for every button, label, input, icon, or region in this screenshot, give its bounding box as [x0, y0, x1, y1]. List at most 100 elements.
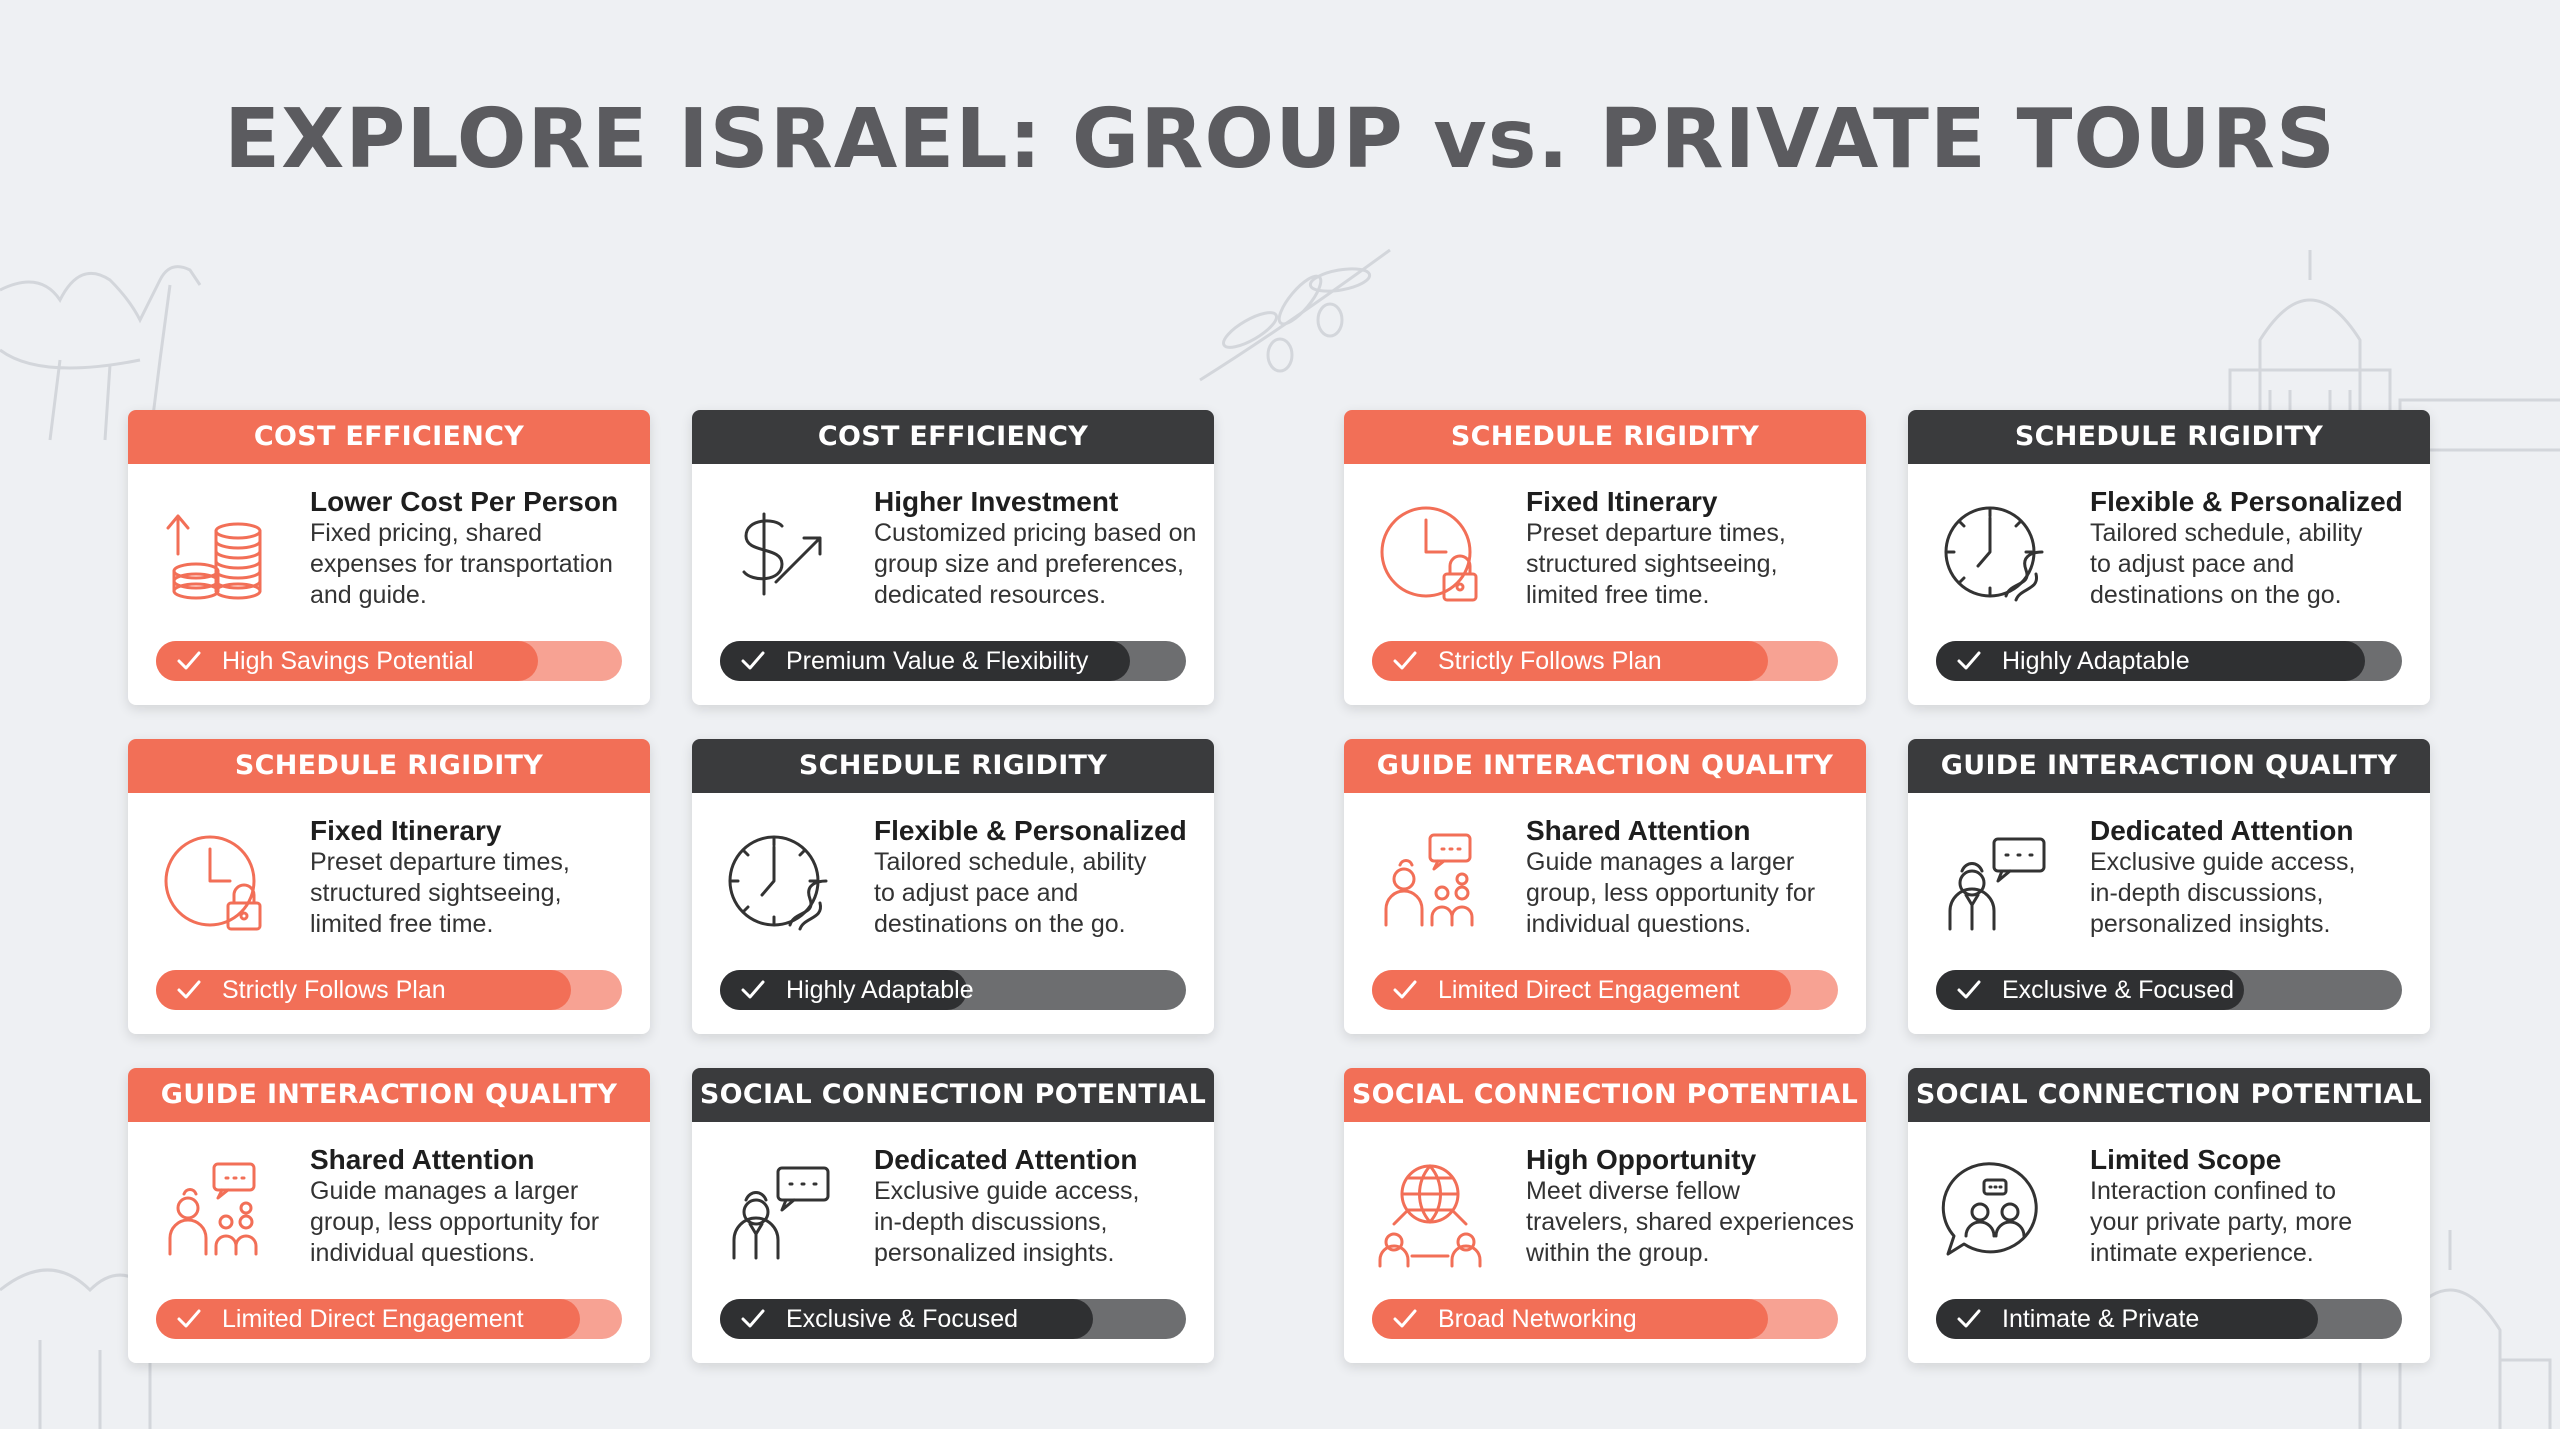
card-category-header: COST EFFICIENCY: [128, 410, 650, 464]
card-heading: Dedicated Attention: [874, 1144, 1138, 1175]
rating-bar-label: Strictly Follows Plan: [222, 976, 446, 1004]
rating-bar-label: Limited Direct Engagement: [1438, 976, 1740, 1004]
private-tour-card: SCHEDULE RIGIDITY Flexible & Personalize…: [1908, 410, 2430, 705]
rating-bar-fill: [156, 641, 539, 681]
card-description: Tailored schedule, ability to adjust pac…: [874, 848, 1147, 938]
card-category-header: SCHEDULE RIGIDITY: [692, 739, 1214, 793]
rating-bar-fill: [1372, 970, 1792, 1010]
clock-road-icon: [1936, 496, 2052, 612]
rating-bar: Exclusive & Focused: [720, 1299, 1186, 1339]
card-category-header: SCHEDULE RIGIDITY: [1344, 410, 1866, 464]
card-description: Meet diverse fellow travelers, shared ex…: [1526, 1177, 1854, 1267]
rating-bar: Exclusive & Focused: [1936, 970, 2402, 1010]
guide-group-icon: [156, 1154, 272, 1270]
card-description: Fixed pricing, shared expenses for trans…: [310, 519, 613, 609]
checkmark-icon: [1392, 1307, 1418, 1331]
card-category-header: GUIDE INTERACTION QUALITY: [128, 1068, 650, 1122]
rating-bar: Broad Networking: [1372, 1299, 1838, 1339]
rating-bar-fill: [1936, 641, 2365, 681]
card-heading: Flexible & Personalized: [874, 815, 1187, 846]
rating-bar-fill: [1372, 1299, 1769, 1339]
checkmark-icon: [176, 1307, 202, 1331]
card-category-header: SOCIAL CONNECTION POTENTIAL: [692, 1068, 1214, 1122]
checkmark-icon: [1956, 649, 1982, 673]
card-text: Flexible & Personalized Tailored schedul…: [874, 815, 1210, 940]
rating-bar-label: High Savings Potential: [222, 647, 474, 675]
card-description: Interaction confined to your private par…: [2090, 1177, 2353, 1267]
card-description: Exclusive guide access, in-depth discuss…: [874, 1177, 1140, 1267]
rating-bar: Limited Direct Engagement: [156, 1299, 622, 1339]
guide-chat-icon: [1936, 825, 2052, 941]
card-category-header: SOCIAL CONNECTION POTENTIAL: [1344, 1068, 1866, 1122]
rating-bar-fill: [720, 1299, 1093, 1339]
card-text: Dedicated Attention Exclusive guide acce…: [874, 1144, 1210, 1269]
card-text: High Opportunity Meet diverse fellow tra…: [1526, 1144, 1862, 1269]
card-heading: Fixed Itinerary: [310, 815, 502, 846]
checkmark-icon: [176, 649, 202, 673]
card-description: Customized pricing based on group size a…: [874, 519, 1197, 609]
rating-bar-label: Highly Adaptable: [2002, 647, 2190, 675]
card-heading: Dedicated Attention: [2090, 815, 2354, 846]
group-tour-card: GUIDE INTERACTION QUALITY Shared Attenti…: [1344, 739, 1866, 1034]
card-heading: Limited Scope: [2090, 1144, 2282, 1175]
clock-lock-icon: [156, 825, 272, 941]
group-tour-card: GUIDE INTERACTION QUALITY Shared Attenti…: [128, 1068, 650, 1363]
card-heading: High Opportunity: [1526, 1144, 1757, 1175]
card-text: Lower Cost Per Person Fixed pricing, sha…: [310, 486, 646, 611]
clock-lock-icon: [1372, 496, 1488, 612]
rating-bar: High Savings Potential: [156, 641, 622, 681]
card-heading: Flexible & Personalized: [2090, 486, 2403, 517]
rating-bar: Highly Adaptable: [1936, 641, 2402, 681]
card-text: Higher Investment Customized pricing bas…: [874, 486, 1210, 611]
dollar-growth-icon: [720, 496, 836, 612]
card-text: Flexible & Personalized Tailored schedul…: [2090, 486, 2426, 611]
card-heading: Higher Investment: [874, 486, 1119, 517]
rating-bar: Strictly Follows Plan: [1372, 641, 1838, 681]
rating-bar-label: Exclusive & Focused: [786, 1305, 1019, 1333]
card-description: Guide manages a larger group, less oppor…: [1526, 848, 1816, 938]
coins-stack-icon: [156, 496, 272, 612]
checkmark-icon: [176, 978, 202, 1002]
rating-bar: Premium Value & Flexibility: [720, 641, 1186, 681]
private-tour-card: GUIDE INTERACTION QUALITY Dedicated Atte…: [1908, 739, 2430, 1034]
card-text: Shared Attention Guide manages a larger …: [310, 1144, 646, 1269]
private-tour-card: SCHEDULE RIGIDITY Flexible & Personalize…: [692, 739, 1214, 1034]
card-description: Guide manages a larger group, less oppor…: [310, 1177, 600, 1267]
card-text: Dedicated Attention Exclusive guide acce…: [2090, 815, 2426, 940]
card-description: Preset departure times, structured sight…: [1526, 519, 1786, 609]
rating-bar: Highly Adaptable: [720, 970, 1186, 1010]
clock-road-icon: [720, 825, 836, 941]
rating-bar-label: Strictly Follows Plan: [1438, 647, 1662, 675]
group-tour-card: COST EFFICIENCY Lower Cost Per Person Fi…: [128, 410, 650, 705]
card-category-header: GUIDE INTERACTION QUALITY: [1344, 739, 1866, 793]
card-category-header: SCHEDULE RIGIDITY: [128, 739, 650, 793]
checkmark-icon: [740, 978, 766, 1002]
card-heading: Lower Cost Per Person: [310, 486, 619, 517]
guide-group-icon: [1372, 825, 1488, 941]
group-tour-card: SOCIAL CONNECTION POTENTIAL High Opportu…: [1344, 1068, 1866, 1363]
rating-bar-label: Intimate & Private: [2002, 1305, 2200, 1333]
rating-bar-label: Broad Networking: [1438, 1305, 1637, 1333]
rating-bar-fill: [1936, 1299, 2319, 1339]
rating-bar-fill: [156, 970, 571, 1010]
mosque-illustration-bottom: [2358, 1230, 2552, 1429]
rating-bar-label: Exclusive & Focused: [2002, 976, 2235, 1004]
rating-bar-fill: [1372, 641, 1769, 681]
card-text: Fixed Itinerary Preset departure times, …: [310, 815, 646, 940]
checkmark-icon: [1392, 978, 1418, 1002]
globe-network-icon: [1372, 1154, 1488, 1270]
card-heading: Shared Attention: [1526, 815, 1751, 846]
group-tour-card: SCHEDULE RIGIDITY Fixed Itinerary Preset…: [128, 739, 650, 1034]
rating-bar-fill: [156, 1299, 581, 1339]
rating-bar-fill: [1936, 970, 2244, 1010]
rating-bar: Strictly Follows Plan: [156, 970, 622, 1010]
card-category-header: SCHEDULE RIGIDITY: [1908, 410, 2430, 464]
private-tour-card: SOCIAL CONNECTION POTENTIAL Dedicated At…: [692, 1068, 1214, 1363]
card-text: Fixed Itinerary Preset departure times, …: [1526, 486, 1862, 611]
checkmark-icon: [740, 1307, 766, 1331]
private-tour-card: COST EFFICIENCY Higher Investment Custom…: [692, 410, 1214, 705]
checkmark-icon: [1956, 1307, 1982, 1331]
rating-bar-label: Premium Value & Flexibility: [786, 647, 1089, 675]
card-description: Tailored schedule, ability to adjust pac…: [2090, 519, 2363, 609]
card-category-header: SOCIAL CONNECTION POTENTIAL: [1908, 1068, 2430, 1122]
